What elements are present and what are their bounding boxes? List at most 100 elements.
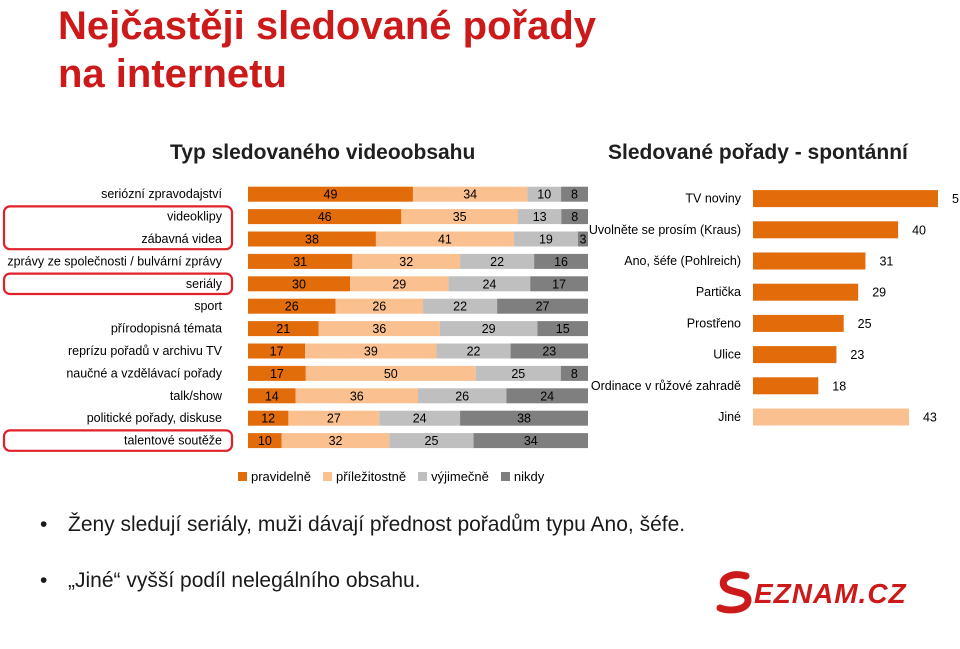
bar-segment [352,253,461,269]
bar-segment [248,253,353,269]
data-label: 34 [463,188,477,202]
legend-label: pravidelně [251,469,311,484]
bar-segment [248,433,282,449]
bar-segment [527,186,562,202]
data-label: 29 [872,286,886,300]
bar-segment [412,186,528,202]
bar-segment [418,388,507,404]
data-label: 30 [292,277,306,291]
data-label: 34 [524,434,538,448]
bar [753,408,909,426]
bar-segment [439,321,538,337]
legend-swatch [238,472,247,481]
bar [753,190,938,208]
data-label: 17 [552,277,566,291]
category-label: seriózní zpravodajství [101,187,222,201]
title-line-1: Nejčastěji sledované pořady [58,4,597,48]
page-title: Nejčastěji sledované pořady na internetu [58,2,596,98]
legend-swatch [323,472,332,481]
data-label: 39 [364,345,378,359]
bar-segment [577,231,588,247]
bar-segment [248,231,376,247]
data-label: 49 [324,188,338,202]
bar-segment [497,298,588,314]
logo-text: EZNAM.CZ [754,578,907,609]
bar-segment [350,276,449,292]
highlight-box [2,205,234,251]
category-label: Ordinace v růžové zahradě [591,379,741,393]
bar-segment [248,410,289,426]
data-label: 17 [270,345,284,359]
left-chart-legend: pravidelně příležitostně výjimečně nikdy [238,469,544,484]
legend-swatch [500,472,510,481]
data-label: 46 [318,210,332,224]
bar-segment [248,186,413,202]
bar-segment [281,433,390,449]
bar-segment [448,276,531,292]
data-label: 8 [571,210,578,224]
seznam-logo: EZNAM.CZ [716,571,907,614]
category-label: naučné a vzdělávací pořady [66,366,222,380]
data-label: 35 [453,210,467,224]
category-label: reprízu pořadů v archivu TV [68,344,223,358]
data-label: 38 [305,233,319,247]
bar-segment [248,209,402,225]
data-label: 22 [453,300,467,314]
data-label: 26 [372,300,386,314]
data-label: 43 [923,411,937,425]
bar [753,314,844,332]
bar-segment [513,231,578,247]
charts-svg: seriózní zpravodajství videoklipy zábavná … [2,186,960,452]
bar-segment [460,410,588,426]
data-label: 3 [579,233,586,247]
data-label: 14 [265,389,279,403]
data-label: 15 [556,322,570,336]
data-label: 19 [539,233,553,247]
bar-segment [305,365,476,381]
data-label: 27 [536,300,550,314]
bar-segment [305,343,437,359]
category-label: TV noviny [685,192,741,206]
bar-segment [423,298,498,314]
category-label: zprávy ze společnosti / bulvární zprávy [7,254,222,268]
bar-segment [475,365,561,381]
bar-segment [389,433,474,449]
data-label: 38 [517,412,531,426]
bar-segment [248,343,306,359]
bar-segment [401,209,518,225]
bar-segment [379,410,461,426]
data-label: 29 [482,322,496,336]
bar-segment [436,343,511,359]
bar-segment [561,209,588,225]
category-label: politické pořady, diskuse [87,411,222,425]
data-label: 32 [329,434,343,448]
bar-segment [510,343,588,359]
data-label: 12 [261,412,275,426]
category-label: seriály [186,277,223,291]
category-label: videoklipy [167,210,223,224]
bar-segment [318,321,440,337]
category-label: sport [194,299,222,313]
data-label: 25 [858,317,872,331]
data-label: 29 [392,277,406,291]
bar-segment [248,298,336,314]
legend-item: pravidelně [238,469,311,484]
legend-label: výjimečně [431,469,489,484]
left-chart-highlight-boxes [2,205,234,452]
data-label: 22 [467,345,481,359]
bar-segment [560,365,588,381]
data-label: 36 [372,322,386,336]
data-label: 23 [542,345,556,359]
data-label: 36 [350,389,364,403]
data-label: 13 [533,210,547,224]
data-label: 24 [413,412,427,426]
legend-item: výjimečně [418,469,489,484]
bar [753,252,866,270]
title-line-2: na internetu [58,52,287,96]
bar-segment [506,388,588,404]
category-label: talentové soutěže [124,434,222,448]
data-label: 24 [540,389,554,403]
data-label: 27 [327,412,341,426]
legend-item: nikdy [500,469,544,484]
data-label: 50 [384,367,398,381]
